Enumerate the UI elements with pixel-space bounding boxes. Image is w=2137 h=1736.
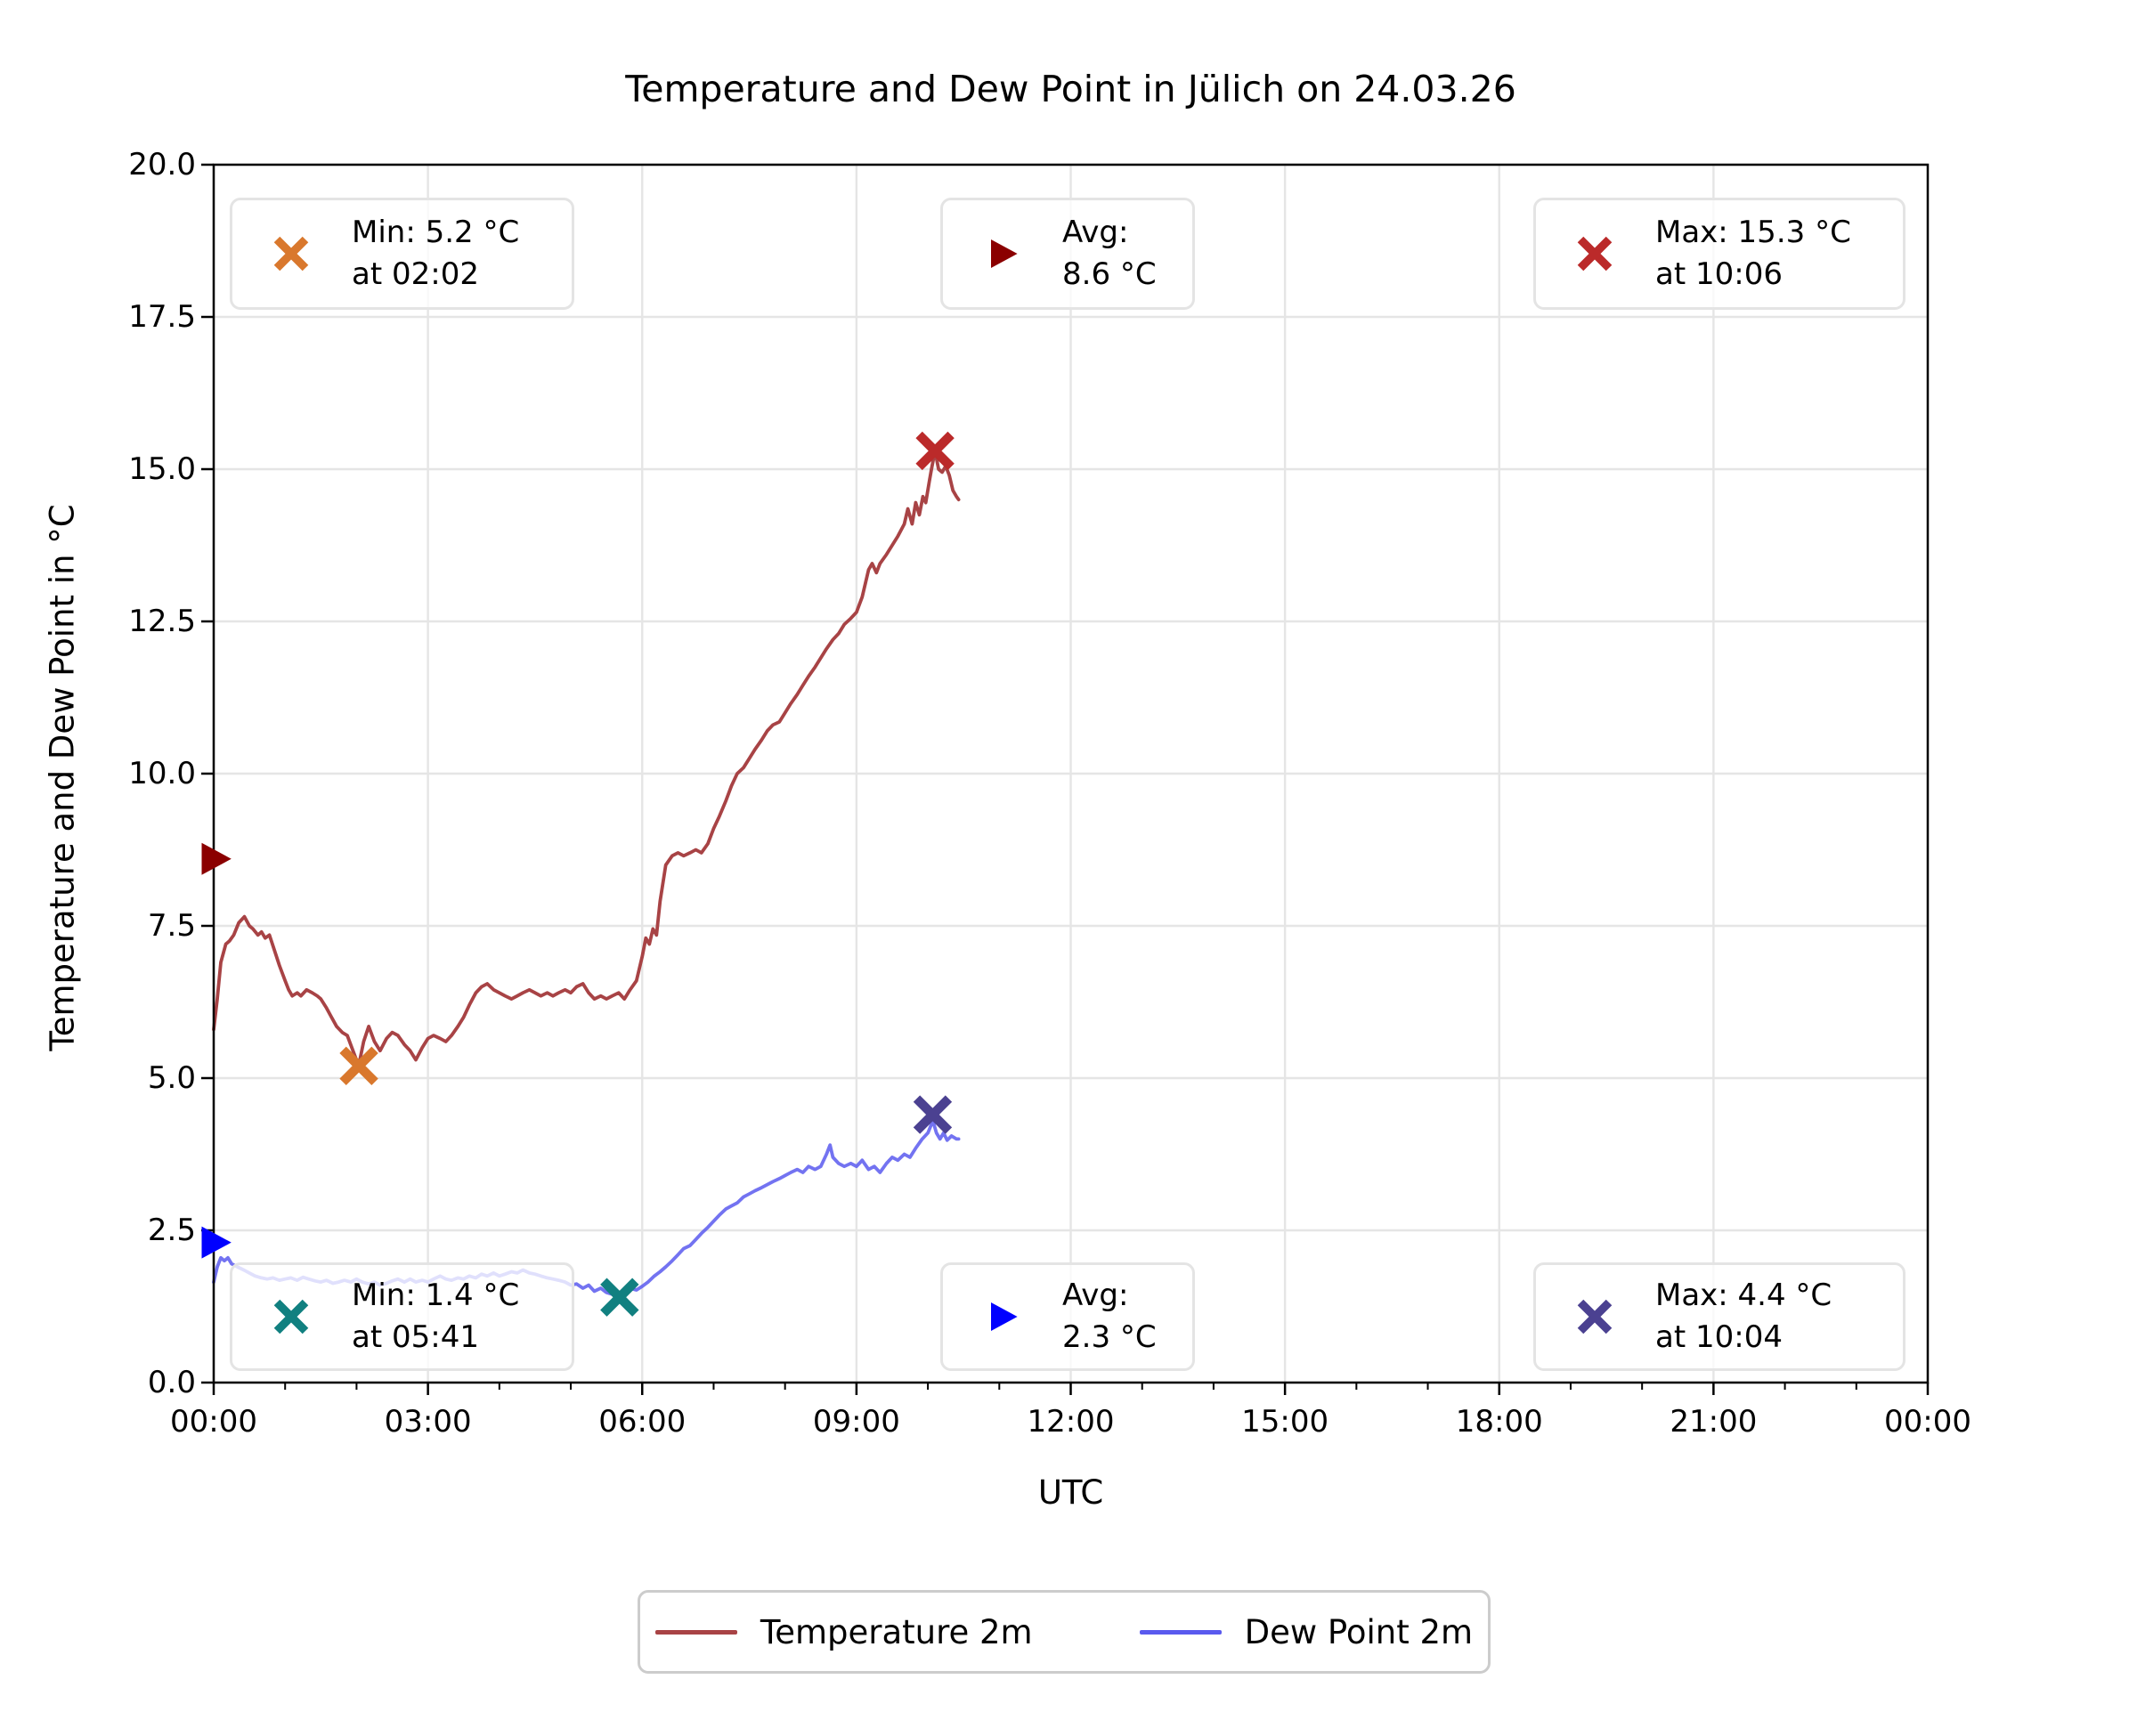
- x-marker-icon: [915, 431, 955, 471]
- annotation-temp-max: Max: 15.3 °C at 10:06: [1533, 198, 1905, 310]
- temp-max-x-icon: [1570, 231, 1620, 277]
- annotation-line: Avg:: [1062, 215, 1129, 250]
- annotation-temp-min-text: Min: 5.2 °C at 02:02: [352, 212, 519, 296]
- x-tick-label: 12:00: [1027, 1404, 1115, 1440]
- annotation-line: at 10:04: [1655, 1319, 1783, 1355]
- annotation-dew-min: Min: 1.4 °C at 05:41: [230, 1262, 574, 1371]
- y-tick-label: 17.5: [128, 299, 196, 335]
- legend-item-temperature: Temperature 2m: [654, 1612, 1033, 1651]
- annotation-temp-max-text: Max: 15.3 °C at 10:06: [1655, 212, 1851, 296]
- x-tick-label: 00:00: [170, 1404, 257, 1440]
- annotation-dew-avg: Avg: 2.3 °C: [940, 1262, 1195, 1371]
- x-marker-icon: [339, 1046, 378, 1086]
- y-tick-label: 2.5: [147, 1213, 196, 1248]
- annotation-dew-max-text: Max: 4.4 °C at 10:04: [1655, 1275, 1832, 1359]
- triangle-right-marker-icon: [201, 842, 232, 875]
- annotation-line: Max: 4.4 °C: [1655, 1278, 1832, 1313]
- triangle-right-marker-icon: [991, 239, 1018, 268]
- y-tick-label: 12.5: [128, 604, 196, 639]
- y-tick-label: 5.0: [147, 1060, 196, 1096]
- x-tick-label: 00:00: [1884, 1404, 1971, 1440]
- annotation-line: at 10:06: [1655, 256, 1783, 292]
- triangle-right-marker-icon: [991, 1302, 1018, 1331]
- y-tick-label: 7.5: [147, 908, 196, 944]
- annotation-line: Min: 5.2 °C: [352, 215, 520, 250]
- x-tick-label: 15:00: [1241, 1404, 1329, 1440]
- y-tick-label: 20.0: [128, 147, 196, 183]
- annotation-temp-avg: Avg: 8.6 °C: [940, 198, 1195, 310]
- y-tick-label: 15.0: [128, 451, 196, 487]
- temp-avg-triangle-icon: [977, 231, 1027, 277]
- x-marker-icon: [600, 1278, 639, 1317]
- annotation-line: Max: 15.3 °C: [1655, 215, 1851, 250]
- x-marker-icon: [1577, 1299, 1613, 1334]
- legend-item-dew-point: Dew Point 2m: [1139, 1612, 1474, 1651]
- dew-min-x-icon: [266, 1294, 316, 1340]
- x-marker-icon: [273, 236, 309, 272]
- x-tick-label: 09:00: [812, 1404, 900, 1440]
- annotation-line: Min: 1.4 °C: [352, 1278, 520, 1313]
- annotation-dew-max: Max: 4.4 °C at 10:04: [1533, 1262, 1905, 1371]
- temperature-line-sample-icon: [654, 1629, 737, 1635]
- annotation-line: 8.6 °C: [1062, 256, 1157, 292]
- x-axis-label: UTC: [1037, 1473, 1104, 1512]
- annotation-line: at 05:41: [352, 1319, 479, 1355]
- axis-ticks: [201, 163, 1930, 1395]
- temp-min-x-icon: [266, 231, 316, 277]
- point-markers: [201, 431, 955, 1317]
- y-axis-label: Temperature and Dew Point in °C: [43, 504, 82, 1051]
- x-tick-label: 21:00: [1670, 1404, 1758, 1440]
- x-marker-icon: [1577, 236, 1613, 272]
- grid-lines: [212, 163, 1930, 1384]
- annotation-line: 2.3 °C: [1062, 1319, 1157, 1355]
- x-tick-label: 06:00: [598, 1404, 687, 1440]
- y-tick-label: 0.0: [147, 1365, 196, 1400]
- dew-max-x-icon: [1570, 1294, 1620, 1340]
- y-tick-label: 10.0: [128, 756, 196, 791]
- x-tick-label: 18:00: [1455, 1404, 1543, 1440]
- x-marker-icon: [913, 1095, 953, 1134]
- x-tick-label: 03:00: [384, 1404, 472, 1440]
- annotation-temp-min: Min: 5.2 °C at 02:02: [230, 198, 574, 310]
- x-marker-icon: [273, 1299, 309, 1334]
- series-line-temperature: [212, 449, 961, 1068]
- legend: Temperature 2m Dew Point 2m: [638, 1590, 1491, 1674]
- legend-label-dew-point: Dew Point 2m: [1244, 1612, 1474, 1651]
- triangle-right-marker-icon: [201, 1226, 232, 1259]
- annotation-temp-avg-text: Avg: 8.6 °C: [1062, 212, 1157, 296]
- annotation-line: Avg:: [1062, 1278, 1129, 1313]
- annotation-dew-min-text: Min: 1.4 °C at 05:41: [352, 1275, 519, 1359]
- legend-label-temperature: Temperature 2m: [760, 1612, 1033, 1651]
- annotation-dew-avg-text: Avg: 2.3 °C: [1062, 1275, 1157, 1359]
- dew-avg-triangle-icon: [977, 1294, 1027, 1340]
- dew-point-line-sample-icon: [1139, 1629, 1222, 1635]
- chart-title: Temperature and Dew Point in Jülich on 2…: [625, 68, 1516, 110]
- annotation-line: at 02:02: [352, 256, 479, 292]
